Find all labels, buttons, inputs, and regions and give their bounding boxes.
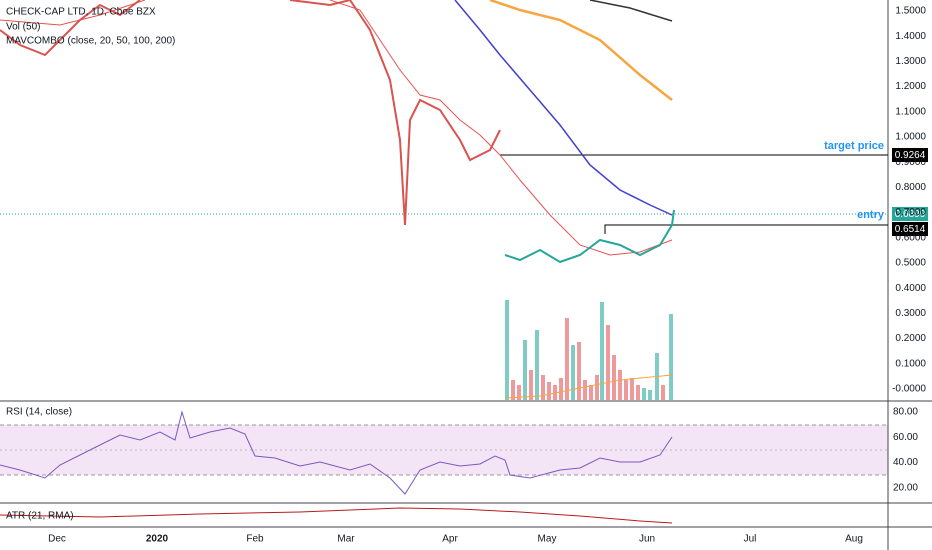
atr-title: ATR (21, RMA): [6, 511, 74, 522]
volume-ma: [504, 374, 673, 399]
ma50: [454, 0, 673, 216]
price-tick-label: 1.2000: [895, 81, 926, 92]
price: [289, 0, 501, 226]
mavcombo-title: MAVCOMBO (close, 20, 50, 100, 200): [6, 36, 175, 47]
price-tick-label: 0.9000: [895, 157, 926, 168]
price-tick-label: 1.5000: [895, 6, 926, 17]
time-tick-label: Dec: [48, 534, 66, 545]
price-tick-label: 1.3000: [895, 56, 926, 67]
badge: [892, 222, 928, 236]
target-label: target price: [824, 140, 884, 152]
price-tick-label: 0.7000: [895, 207, 926, 218]
entry-line: [604, 224, 888, 234]
volume-title: Vol (50): [6, 22, 40, 33]
rsi-tick-label: 60.00: [893, 432, 918, 443]
entry-label: entry: [857, 209, 885, 221]
target-badge: 0.9264: [895, 150, 926, 161]
symbol: CHECK-CAP LTD, 1D, Cboe BZX: [6, 7, 156, 18]
time-tick-label: Feb: [246, 534, 264, 545]
ma200: [589, 0, 673, 22]
price-tick-label: 1.1000: [895, 106, 926, 117]
rsi-band: [0, 425, 888, 475]
time-tick-label: May: [538, 534, 557, 545]
price-tick-label: 0.5000: [895, 258, 926, 269]
rsi-line: [0, 410, 673, 495]
last-badge: 0.6899: [895, 209, 926, 220]
badge: [892, 207, 928, 221]
rsi-tick-label: 20.00: [893, 483, 918, 494]
price: [504, 209, 675, 264]
price-tick-label: 0.1000: [895, 358, 926, 369]
atr-line: [0, 507, 673, 524]
price-tick-label: -0.0000: [892, 384, 926, 395]
badge: [892, 148, 928, 162]
time-tick-label: Apr: [442, 534, 458, 545]
ma100: [489, 0, 673, 101]
price-tick-label: 1.0000: [895, 132, 926, 143]
price-tick-label: 0.3000: [895, 308, 926, 319]
price: [0, 0, 141, 57]
price-tick-label: 0.8000: [895, 182, 926, 193]
price-tick-label: 0.2000: [895, 333, 926, 344]
price-tick-label: 0.6000: [895, 232, 926, 243]
rsi-tick-label: 80.00: [893, 407, 918, 418]
ma20: [329, 0, 673, 256]
time-tick-label: 2020: [146, 534, 169, 545]
entry-badge: 0.6514: [895, 224, 926, 235]
rsi-title: RSI (14, close): [6, 407, 72, 418]
volume: [505, 300, 673, 400]
price-tick-label: 1.4000: [895, 31, 926, 42]
time-tick-label: Mar: [337, 534, 355, 545]
time-tick-label: Jun: [639, 534, 655, 545]
time-tick-label: Jul: [744, 534, 757, 545]
price-tick-label: 0.4000: [895, 283, 926, 294]
rsi-tick-label: 40.00: [893, 457, 918, 468]
time-tick-label: Aug: [845, 534, 863, 545]
